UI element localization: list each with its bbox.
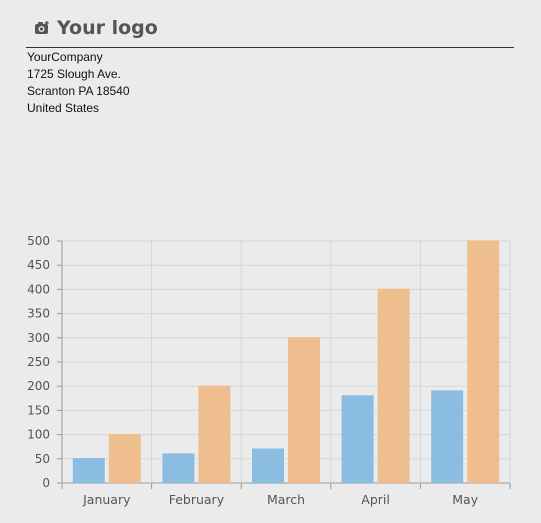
x-tick-label: May <box>452 492 478 507</box>
y-tick-label: 200 <box>27 379 50 393</box>
y-tick-label: 0 <box>42 476 50 490</box>
x-tick-label: March <box>267 492 305 507</box>
bar <box>431 391 464 483</box>
y-tick-label: 350 <box>27 307 50 321</box>
y-tick-label: 50 <box>35 452 50 466</box>
address-city: Scranton PA 18540 <box>27 84 130 98</box>
y-tick-label: 250 <box>27 355 50 369</box>
bar <box>252 449 284 483</box>
bar <box>198 386 231 483</box>
address-country: United States <box>27 101 100 115</box>
bar <box>377 289 410 483</box>
x-tick-label: January <box>82 492 131 507</box>
bar <box>108 434 141 483</box>
bar <box>341 395 374 483</box>
y-tick-label: 300 <box>27 331 50 345</box>
y-tick-label: 100 <box>27 428 50 442</box>
y-tick-label: 400 <box>27 282 50 296</box>
logo: Your logo <box>34 17 158 39</box>
y-tick-label: 150 <box>27 403 50 417</box>
logo-text: Your logo <box>57 17 158 39</box>
x-tick-label: April <box>361 492 390 507</box>
x-tick-label: February <box>169 492 225 507</box>
y-tick-label: 450 <box>27 258 50 272</box>
bar <box>288 337 320 483</box>
camera-icon <box>34 21 50 35</box>
y-tick-label: 500 <box>27 234 50 248</box>
company-address: YourCompany 1725 Slough Ave. Scranton PA… <box>27 49 130 117</box>
address-street: 1725 Slough Ave. <box>27 67 121 81</box>
address-company: YourCompany <box>27 50 103 64</box>
bar <box>162 453 195 483</box>
bar <box>467 241 500 483</box>
header: Your logo <box>26 14 514 48</box>
bar <box>72 458 105 483</box>
